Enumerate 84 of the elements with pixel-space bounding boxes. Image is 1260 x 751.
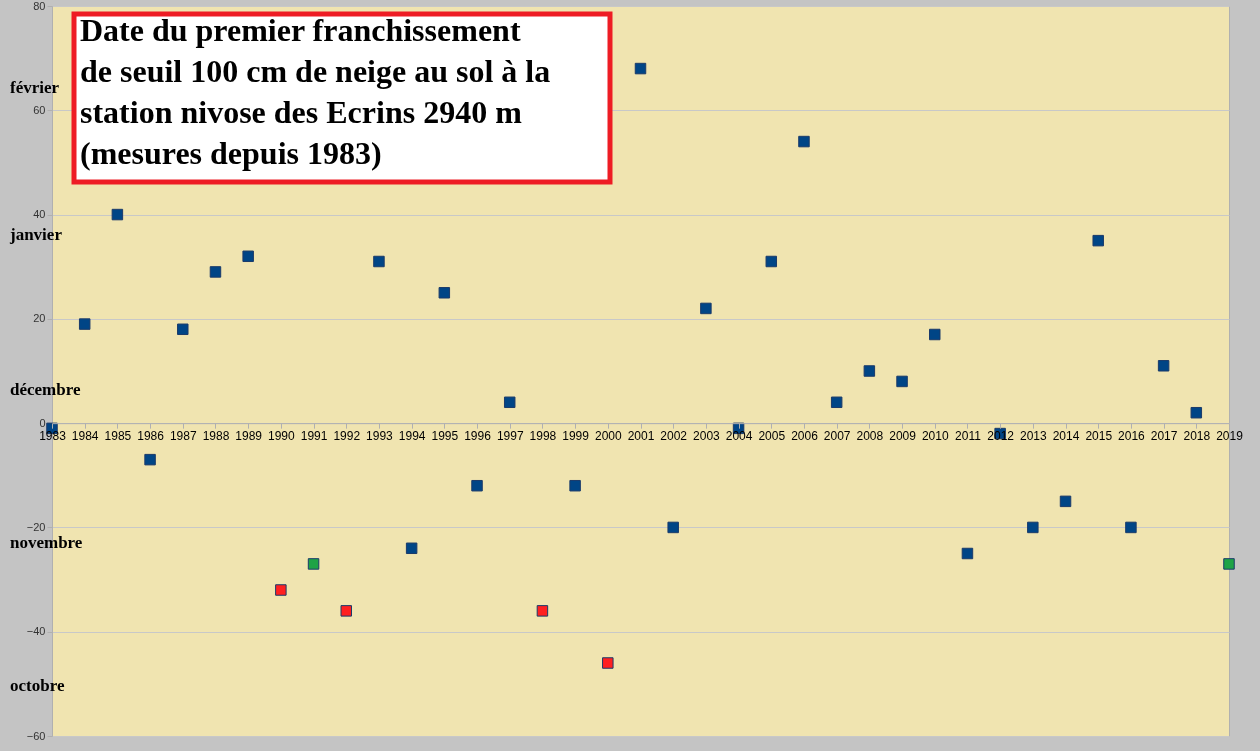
x-tick-label: 1999 bbox=[562, 428, 590, 443]
x-tick-label: 1992 bbox=[333, 428, 361, 443]
point bbox=[896, 375, 908, 388]
x-tick-label: 2001 bbox=[627, 428, 655, 443]
point bbox=[307, 558, 320, 570]
x-tick-label: 2014 bbox=[1052, 428, 1080, 443]
x-tick-label: 2016 bbox=[1118, 428, 1146, 443]
point bbox=[340, 605, 352, 617]
annotation: novembre bbox=[10, 533, 83, 552]
x-tick-label: 1989 bbox=[235, 428, 263, 443]
annotation: décembre bbox=[10, 380, 81, 399]
x-tick-label: 2005 bbox=[758, 428, 786, 443]
x-tick-label: 2010 bbox=[921, 428, 949, 443]
y-tick-label: 80 bbox=[33, 0, 46, 12]
x-tick-label: 1990 bbox=[268, 428, 296, 443]
point bbox=[242, 250, 254, 263]
point bbox=[602, 657, 614, 669]
point bbox=[863, 365, 876, 377]
x-tick-label: 1985 bbox=[104, 428, 132, 443]
annotation: octobre bbox=[10, 676, 65, 695]
point bbox=[929, 328, 941, 341]
x-tick-label: 2017 bbox=[1150, 428, 1178, 443]
point bbox=[503, 396, 516, 409]
x-tick-label: 1984 bbox=[71, 428, 99, 443]
y-tick-label: −60 bbox=[26, 729, 46, 742]
point bbox=[438, 287, 451, 299]
point bbox=[1027, 521, 1039, 534]
annotation: février bbox=[10, 78, 60, 97]
x-tick-label: 2000 bbox=[594, 428, 622, 443]
y-tick-label: 40 bbox=[33, 208, 46, 221]
x-tick-label: 2015 bbox=[1085, 428, 1113, 443]
point bbox=[373, 255, 385, 268]
x-tick-label: 2007 bbox=[823, 428, 851, 443]
y-tick-label: −20 bbox=[26, 520, 46, 533]
x-tick-label: 1988 bbox=[202, 428, 230, 443]
x-tick-label: 2011 bbox=[955, 428, 982, 443]
y-tick-label: −40 bbox=[26, 625, 46, 638]
y-tick-label: 0 bbox=[39, 416, 46, 429]
point bbox=[830, 396, 843, 409]
x-tick-label: 2009 bbox=[889, 428, 917, 443]
x-tick-label: 1991 bbox=[300, 428, 328, 443]
point bbox=[765, 255, 778, 268]
x-tick-label: 2013 bbox=[1019, 428, 1047, 443]
point bbox=[405, 542, 418, 555]
x-tick-label: 2004 bbox=[725, 428, 753, 443]
y-tick-label: 60 bbox=[33, 103, 46, 116]
point bbox=[569, 479, 581, 492]
x-tick-label: 1987 bbox=[169, 428, 197, 443]
x-tick-label: 2003 bbox=[693, 428, 721, 443]
point bbox=[1059, 495, 1072, 508]
point bbox=[144, 453, 156, 466]
point bbox=[177, 323, 189, 336]
point bbox=[798, 135, 810, 148]
text: Date du premier franchissement de seuil 100 cm de neige au sol à la station nivose des Ecrins 2940 m (mesures depuis 1983) bbox=[80, 12, 551, 171]
point bbox=[1190, 406, 1203, 419]
x-tick-label: 1995 bbox=[431, 428, 459, 443]
point bbox=[209, 266, 222, 278]
point bbox=[1092, 234, 1104, 247]
point bbox=[78, 318, 91, 330]
point bbox=[961, 547, 974, 560]
x-tick-label: 2018 bbox=[1183, 428, 1211, 443]
x-tick-label: 1993 bbox=[366, 428, 394, 443]
x-tick-label: 2019 bbox=[1216, 428, 1244, 443]
point bbox=[471, 479, 483, 492]
x-tick-label: 2006 bbox=[791, 428, 819, 443]
x-tick-label: 1983 bbox=[39, 428, 67, 443]
point bbox=[275, 584, 287, 596]
point bbox=[1157, 360, 1170, 372]
y-tick-label: 20 bbox=[33, 312, 46, 325]
point bbox=[700, 302, 712, 315]
annotation: janvier bbox=[9, 225, 63, 244]
x-tick-label: 2008 bbox=[856, 428, 884, 443]
point bbox=[536, 605, 549, 617]
x-tick-label: 1994 bbox=[398, 428, 426, 443]
point bbox=[667, 521, 679, 534]
point bbox=[111, 208, 124, 221]
point bbox=[1223, 558, 1235, 570]
x-tick-label: 1998 bbox=[529, 428, 557, 443]
point bbox=[634, 62, 647, 75]
x-tick-label: 1997 bbox=[496, 428, 524, 443]
point bbox=[1125, 521, 1137, 534]
x-tick-label: 1996 bbox=[464, 428, 492, 443]
x-tick-label: 1986 bbox=[137, 428, 165, 443]
x-tick-label: 2002 bbox=[660, 428, 688, 443]
